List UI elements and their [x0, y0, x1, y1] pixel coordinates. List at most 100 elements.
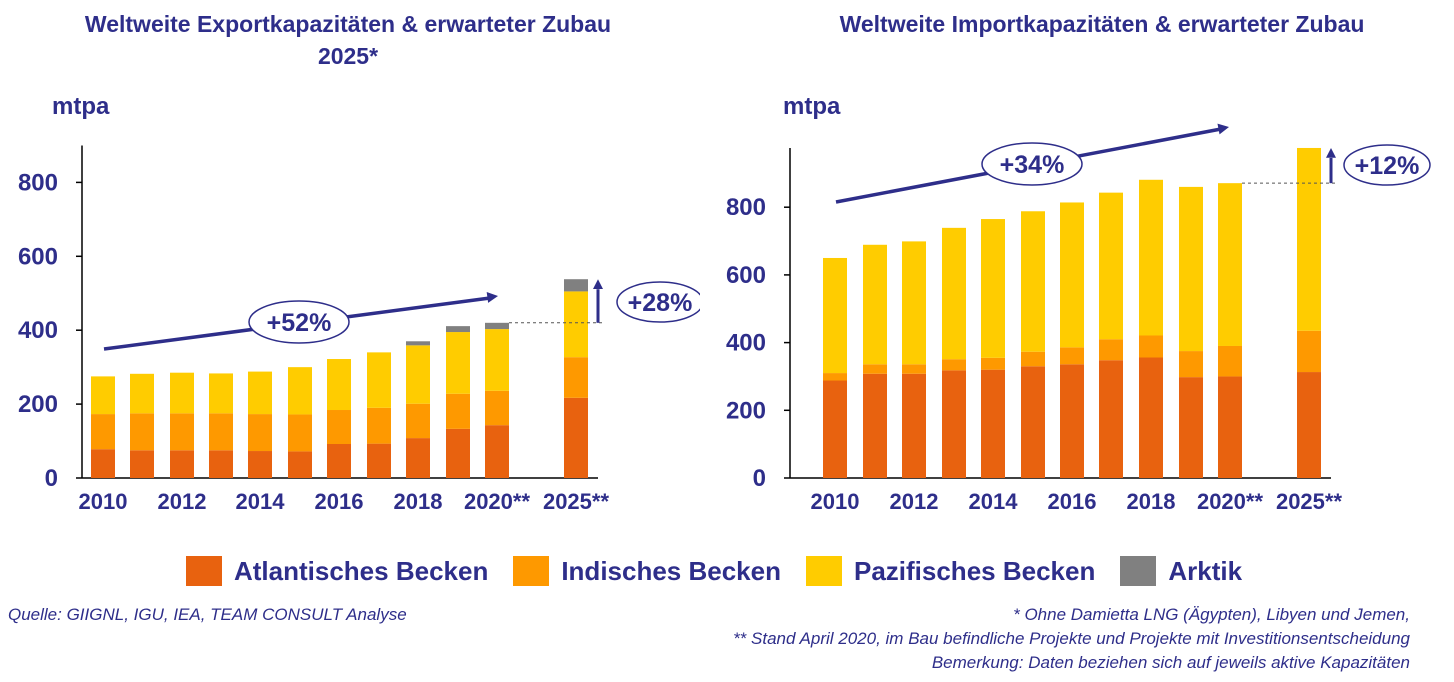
- export-bar-atlantic: [170, 450, 194, 478]
- import-trend-bubble: [981, 142, 1083, 186]
- export-bar-pacific: [485, 329, 509, 391]
- footnote-1: * Ohne Damietta LNG (Ägypten), Libyen un…: [1013, 605, 1410, 624]
- export-bar-atlantic: [446, 428, 470, 478]
- export-bar-pacific: [327, 359, 351, 411]
- import-y-tick-label: 400: [726, 330, 766, 357]
- export-bar-pacific: [209, 373, 233, 414]
- source-note: Quelle: GIIGNL, IGU, IEA, TEAM CONSULT A…: [8, 605, 407, 624]
- export-bar-indian: [170, 413, 194, 451]
- footnotes: * Ohne Damietta LNG (Ägypten), Libyen un…: [733, 603, 1410, 675]
- import-bar-pacific: [1218, 183, 1242, 346]
- legend-item-indian: Indisches Becken: [513, 556, 781, 587]
- legend: Atlantisches Becken Indisches Becken Paz…: [186, 553, 1267, 589]
- import-bar-atlantic: [1179, 377, 1203, 478]
- export-bar-arctic: [446, 326, 470, 333]
- import-y-tick-label: 0: [753, 465, 766, 492]
- export-growth-arrow-head: [593, 279, 603, 290]
- legend-item-pacific: Pazifisches Becken: [805, 556, 1095, 587]
- export-bar-pacific: [406, 345, 430, 404]
- import-bar-atlantic: [902, 373, 926, 478]
- import-bar-pacific: [863, 244, 887, 365]
- import-bar-indian: [902, 364, 926, 374]
- import-bar-atlantic: [1297, 372, 1321, 478]
- import-bar-indian: [1218, 345, 1242, 377]
- import-growth-label: +12%: [1355, 152, 1420, 180]
- import-bar-indian: [823, 373, 847, 381]
- import-x-tick-label: 2016: [1048, 489, 1097, 514]
- import-growth-arrow-head: [1326, 147, 1336, 158]
- export-x-tick-label: 2016: [315, 489, 364, 514]
- import-x-tick-label: 2014: [969, 489, 1019, 514]
- export-trend-bubble: [248, 300, 350, 344]
- export-bar-atlantic: [248, 451, 272, 478]
- import-trend-arrow-head: [1217, 123, 1229, 135]
- export-bar-pacific: [170, 372, 194, 414]
- export-chart-title: Weltweite Exportkapazitäten & erwarteter…: [84, 11, 612, 69]
- import-y-tick-label: 600: [726, 262, 766, 289]
- export-bar-atlantic: [485, 425, 509, 478]
- export-bar-pacific: [446, 332, 470, 394]
- export-x-tick-label: 2025**: [543, 489, 610, 514]
- legend-label-indian: Indisches Becken: [561, 555, 781, 586]
- export-bar-indian: [564, 357, 588, 398]
- import-bar-indian: [1021, 351, 1045, 367]
- import-bar-pacific: [823, 257, 847, 374]
- import-bar-atlantic: [1139, 357, 1163, 478]
- export-x-tick-label: 2020**: [464, 489, 531, 514]
- export-bar-atlantic: [288, 451, 312, 478]
- import-bar-atlantic: [1218, 376, 1242, 478]
- export-capacity-chart: 0 200 400 600 800 2010 2012 2014 2016 2018 2020** 2…: [18, 145, 700, 514]
- export-y-tick-label: 400: [18, 317, 58, 344]
- export-bar-pacific: [288, 367, 312, 415]
- import-bar-indian: [863, 364, 887, 374]
- export-y-tick-label: 800: [18, 169, 58, 196]
- legend-swatch-indian: [513, 556, 550, 586]
- import-bar-atlantic: [1099, 360, 1123, 478]
- export-y-axis-unit: mtpa: [52, 93, 110, 120]
- export-bar-atlantic: [327, 444, 351, 478]
- import-x-tick-label: 2020**: [1197, 489, 1264, 514]
- legend-swatch-pacific: [805, 556, 842, 586]
- export-bar-arctic: [406, 341, 430, 346]
- export-x-tick-label: 2012: [158, 489, 207, 514]
- export-bar-atlantic: [130, 450, 154, 478]
- import-bar-pacific: [902, 241, 926, 365]
- legend-item-arctic: Arktik: [1120, 556, 1242, 587]
- import-bar-atlantic: [1021, 366, 1045, 478]
- export-bar-indian: [248, 414, 272, 452]
- import-bar-pacific: [1021, 211, 1045, 352]
- export-bar-pacific: [248, 371, 272, 415]
- import-bar-indian: [1099, 339, 1123, 361]
- import-bar-pacific: [942, 227, 966, 360]
- import-bar-indian: [1297, 330, 1321, 373]
- import-bar-indian: [1060, 347, 1084, 365]
- export-trend-label: +52%: [267, 309, 332, 337]
- export-bar-indian: [130, 413, 154, 451]
- export-bar-atlantic: [406, 438, 430, 478]
- legend-label-atlantic: Atlantisches Becken: [234, 555, 489, 586]
- import-bar-atlantic: [981, 369, 1005, 478]
- import-y-tick-label: 200: [726, 397, 766, 424]
- import-bar-indian: [942, 359, 966, 371]
- export-y-tick-label: 600: [18, 243, 58, 270]
- export-x-tick-label: 2014: [236, 489, 286, 514]
- export-trend-arrow-head: [486, 292, 498, 303]
- import-bar-indian: [1139, 335, 1163, 358]
- import-x-tick-label: 2025**: [1276, 489, 1343, 514]
- import-y-tick-label: 800: [726, 194, 766, 221]
- export-y-tick-label: 0: [45, 465, 58, 492]
- import-bar-atlantic: [1060, 364, 1084, 478]
- export-bar-indian: [209, 413, 233, 451]
- legend-label-arctic: Arktik: [1168, 555, 1243, 586]
- import-bar-indian: [981, 357, 1005, 370]
- import-trend-label: +34%: [1000, 151, 1065, 179]
- export-x-tick-label: 2010: [79, 489, 128, 514]
- footnote-2: ** Stand April 2020, im Bau befindliche …: [733, 629, 1410, 648]
- export-bar-pacific: [91, 376, 115, 415]
- export-bar-arctic: [564, 279, 588, 292]
- import-bar-atlantic: [863, 373, 887, 478]
- export-bar-indian: [367, 407, 391, 444]
- export-bar-pacific: [130, 373, 154, 414]
- legend-swatch-arctic: [1120, 556, 1157, 586]
- legend-swatch-atlantic: [186, 556, 222, 586]
